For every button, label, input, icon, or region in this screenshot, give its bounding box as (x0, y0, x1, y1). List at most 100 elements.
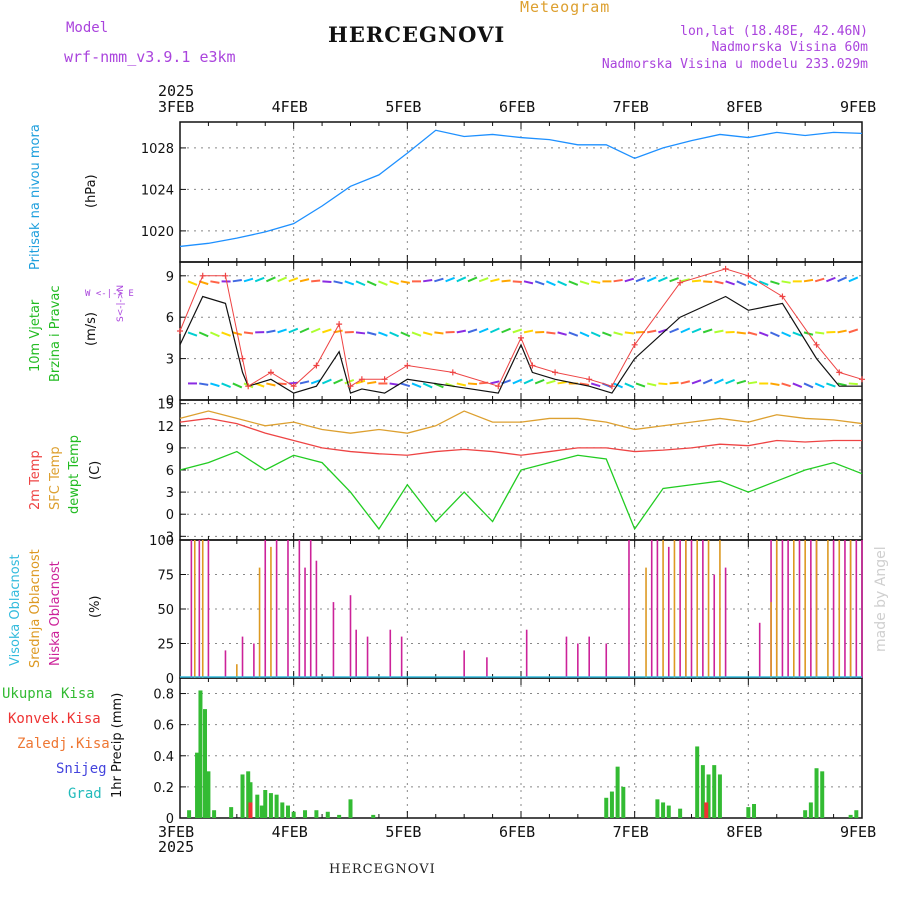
wind-arrow (400, 280, 410, 284)
wind-arrow (411, 382, 422, 388)
total-rain-bar (609, 791, 614, 818)
ytick-label: 75 (157, 569, 174, 584)
total-rain-bar (803, 810, 808, 818)
total-rain-bar (246, 771, 251, 818)
date-label: 5FEB (385, 98, 422, 116)
ytick-label: 0 (166, 508, 174, 523)
wind-arrow (445, 276, 455, 283)
wind-arrow (557, 331, 567, 336)
total-rain-bar (814, 768, 819, 818)
wind-arrow (243, 277, 254, 283)
wind-arrow (680, 278, 691, 283)
wind-arrow (546, 280, 556, 287)
wind-arrow (478, 277, 489, 283)
wind-arrow (747, 280, 758, 287)
wind-gust-marker (267, 369, 274, 376)
wind-arrow (355, 379, 366, 385)
wind-arrow (758, 280, 769, 286)
legend-hail: Grad (68, 786, 102, 802)
legend-conv-rain: Konvek.Kisa (8, 711, 101, 727)
wind-arrow (378, 280, 388, 286)
total-rain-bar (274, 794, 279, 818)
wind-arrow (288, 277, 299, 283)
wind-arrow (523, 280, 534, 285)
total-rain-bar (285, 805, 290, 818)
wind-arrow (389, 331, 399, 338)
wind-speed-line (179, 295, 862, 394)
wind-arrow (333, 280, 343, 285)
wind-arrow (803, 278, 814, 283)
station-title: HERCEGNOVI (328, 22, 506, 47)
wind-gust-marker (631, 341, 638, 348)
wind-arrow (769, 331, 780, 338)
total-rain-bar (661, 802, 666, 818)
wind-arrow (568, 331, 579, 337)
total-rain-bar (700, 765, 705, 818)
total-rain-bar (291, 811, 296, 818)
wind-arrow (803, 382, 814, 389)
total-rain-bar (263, 790, 268, 818)
total-rain-bar (212, 810, 217, 818)
ytick-label: 0.4 (153, 750, 174, 765)
legend-total-rain: Ukupna Kisa (2, 686, 95, 702)
wind-gust-marker (177, 328, 183, 334)
ytick-label: 9 (166, 270, 174, 285)
wind-gust-marker (239, 355, 246, 362)
wind-arrow (389, 382, 399, 386)
ytick-label: 100 (149, 534, 174, 549)
wind-arrow (232, 279, 242, 283)
wind-arrow (209, 331, 220, 338)
ytick-label: 6 (166, 464, 174, 479)
wind-arrow (691, 327, 702, 334)
wind-arrow (490, 380, 500, 385)
total-rain-bar (678, 808, 683, 818)
total-rain-bar (752, 804, 757, 818)
conv-rain-bar (248, 802, 253, 818)
wind-gust-marker (518, 334, 524, 341)
date-label: 8FEB (726, 98, 763, 116)
total-rain-bar (203, 709, 208, 818)
wind-arrow (647, 329, 657, 334)
wind-arrow (848, 276, 859, 283)
wind-arrow (501, 279, 511, 283)
dewpt-line (179, 450, 863, 531)
wind-arrow (579, 280, 590, 286)
wind-arrow (265, 276, 276, 283)
wind-arrow (198, 331, 209, 338)
date-label: 9FEB (840, 98, 877, 116)
wind-arrow (713, 378, 724, 385)
wind-arrow (288, 381, 298, 385)
wind-arrow (310, 379, 321, 385)
wind-arrow (299, 380, 310, 385)
sfc-temp-line (179, 410, 863, 434)
wind-arrow (423, 278, 433, 283)
date-label: 6FEB (499, 823, 536, 841)
total-rain-bar (604, 797, 609, 818)
wind-arrow (411, 331, 422, 337)
legend-freezing-rain: Zaledj.Kisa (17, 736, 110, 752)
wind-arrow (277, 328, 287, 334)
ytick-label: 0.2 (153, 781, 174, 796)
ytick-label: 3 (166, 353, 174, 368)
total-rain-bar (303, 810, 308, 818)
wind-arrow (389, 280, 399, 286)
wind-arrow (747, 331, 758, 336)
wind-arrow (534, 280, 545, 286)
total-rain-bar (615, 766, 620, 818)
total-rain-bar (206, 771, 211, 818)
wind-arrow (355, 280, 366, 287)
coords-label: lon,lat (18.48E, 42.46N) (680, 24, 868, 39)
pressure-line (179, 129, 863, 248)
wind-arrow (736, 379, 747, 385)
date-label: 5FEB (385, 823, 422, 841)
wind-gust-marker (313, 362, 320, 369)
wind-gust-marker (199, 272, 206, 279)
wind-gust-marker (336, 321, 343, 328)
wind-arrow (366, 280, 377, 287)
wind-arrow (591, 280, 601, 284)
wind-arrow (478, 327, 489, 334)
wind-arrow (299, 278, 310, 283)
wind-gust-marker (779, 293, 786, 300)
date-label: 9FEB (840, 823, 877, 841)
wind-arrow (199, 382, 209, 386)
